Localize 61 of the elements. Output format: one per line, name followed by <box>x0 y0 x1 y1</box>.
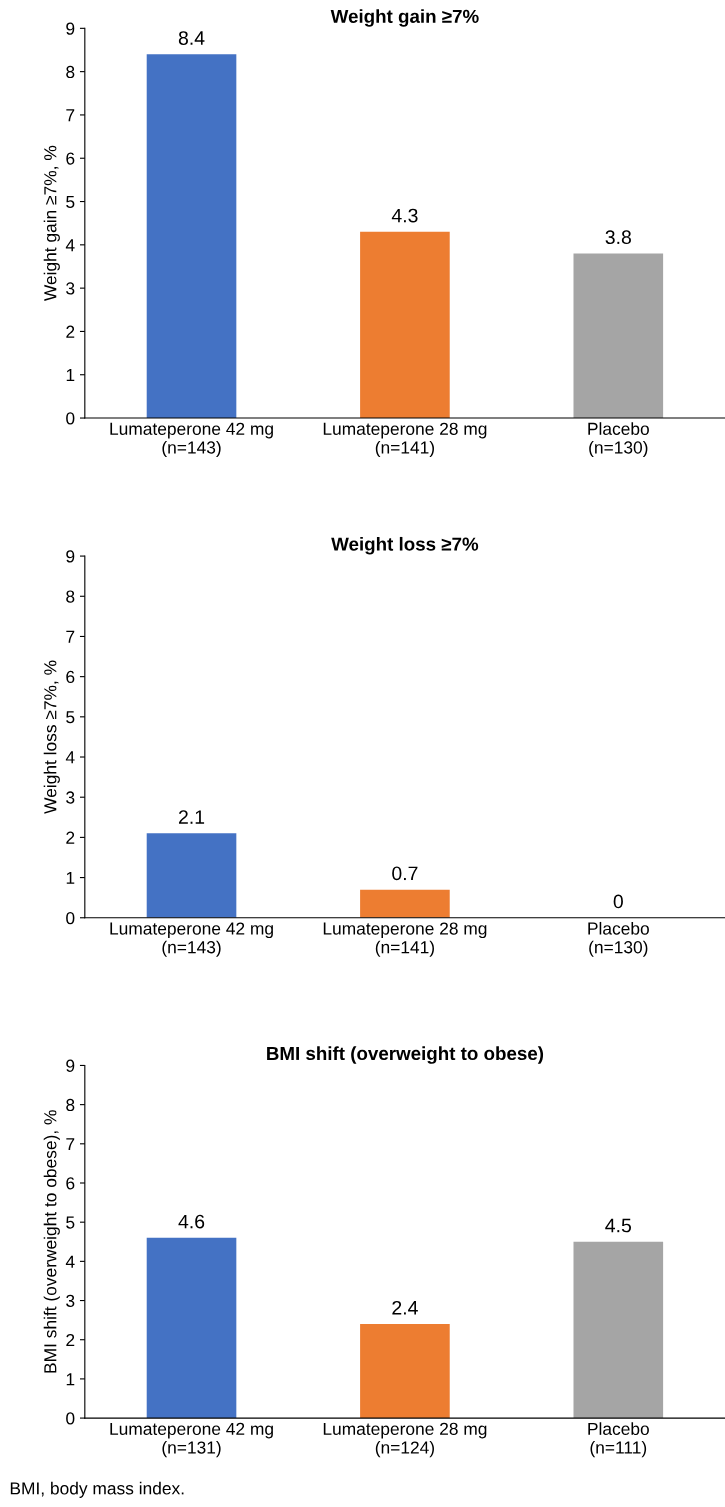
x-tick-label: Placebo (n=111) <box>588 1422 649 1458</box>
y-tick-label: 6 <box>66 1177 75 1190</box>
y-tick-label: 1 <box>66 369 75 382</box>
chart-title: Weight loss ≥7% <box>331 536 479 555</box>
data-label: 0 <box>613 894 623 909</box>
y-tick-label: 6 <box>66 152 75 165</box>
bar <box>146 54 237 419</box>
y-tick-label: 0 <box>66 1412 75 1425</box>
y-tick-label: 2 <box>66 831 75 844</box>
data-label: 3.8 <box>605 230 631 245</box>
y-axis-title: Weight loss ≥7%, % <box>43 660 60 814</box>
y-tick-label: 7 <box>66 109 75 122</box>
data-label: 4.6 <box>178 1214 205 1229</box>
y-tick-label: 6 <box>66 670 75 684</box>
bar <box>360 231 450 419</box>
y-tick-label: 1 <box>66 871 75 884</box>
y-tick-label: 4 <box>65 1255 75 1268</box>
bar <box>573 253 664 419</box>
y-tick-label: 5 <box>66 195 75 208</box>
y-axis-title: Weight gain ≥7%, % <box>43 145 60 302</box>
data-label: 4.5 <box>605 1218 632 1233</box>
y-tick-label: 7 <box>66 1138 75 1151</box>
y-tick-label: 1 <box>66 1373 75 1386</box>
data-label: 4.3 <box>391 208 418 223</box>
y-tick-label: 9 <box>66 550 75 563</box>
y-tick-label: 7 <box>66 630 75 643</box>
y-tick-label: 8 <box>66 65 75 79</box>
x-tick-label: Lumateperone 42 mg (n=143) <box>110 422 273 458</box>
x-tick-label: Lumateperone 42 mg (n=143) <box>110 922 273 957</box>
data-label: 2.1 <box>178 810 205 824</box>
data-label: 8.4 <box>178 31 205 45</box>
y-tick-label: 9 <box>66 22 75 35</box>
x-tick-label: Placebo (n=130) <box>588 422 649 458</box>
x-tick-label: Placebo (n=130) <box>588 921 649 957</box>
y-tick-label: 4 <box>65 239 75 252</box>
data-label: 0.7 <box>392 866 418 881</box>
x-tick-label: Lumateperone 28 mg (n=141) <box>323 922 487 957</box>
y-tick-label: 9 <box>66 1059 75 1072</box>
chart-title: Weight gain ≥7% <box>330 9 479 27</box>
y-tick-label: 0 <box>66 911 75 925</box>
x-tick-label: Lumateperone 28 mg (n=141) <box>323 422 487 458</box>
y-tick-label: 4 <box>65 751 75 764</box>
y-tick-label: 8 <box>66 590 75 603</box>
y-axis-title: BMI shift (overweight to obese), % <box>43 1110 60 1373</box>
y-tick-label: 3 <box>66 791 75 804</box>
bar <box>360 1324 450 1419</box>
y-tick-label: 0 <box>66 412 75 425</box>
y-tick-label: 5 <box>66 711 75 724</box>
data-label: 2.4 <box>392 1300 418 1315</box>
text: BMI, body mass index. <box>10 1481 184 1498</box>
y-tick-label: 2 <box>66 325 75 338</box>
y-tick-label: 8 <box>66 1098 75 1112</box>
y-tick-label: 3 <box>66 1294 75 1307</box>
x-tick-label: Lumateperone 28 mg (n=124) <box>323 1422 487 1458</box>
chart-title: BMI shift (overweight to obese) <box>267 1046 544 1064</box>
bar <box>573 1241 664 1419</box>
y-tick-label: 5 <box>66 1216 75 1229</box>
x-tick-label: Lumateperone 42 mg (n=131) <box>110 1422 273 1458</box>
y-tick-label: 3 <box>66 282 75 295</box>
y-tick-label: 2 <box>66 1333 75 1347</box>
bar <box>146 1237 237 1419</box>
